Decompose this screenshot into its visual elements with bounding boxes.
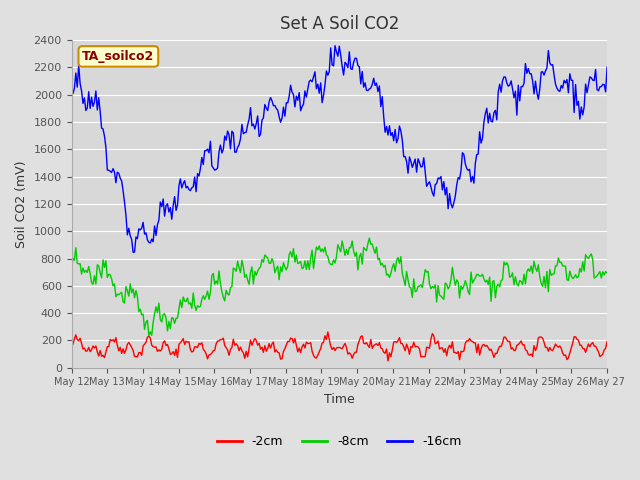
Legend: -2cm, -8cm, -16cm: -2cm, -8cm, -16cm [212,430,467,453]
Y-axis label: Soil CO2 (mV): Soil CO2 (mV) [15,160,28,248]
Text: TA_soilco2: TA_soilco2 [82,50,154,63]
Title: Set A Soil CO2: Set A Soil CO2 [280,15,399,33]
X-axis label: Time: Time [324,393,355,406]
